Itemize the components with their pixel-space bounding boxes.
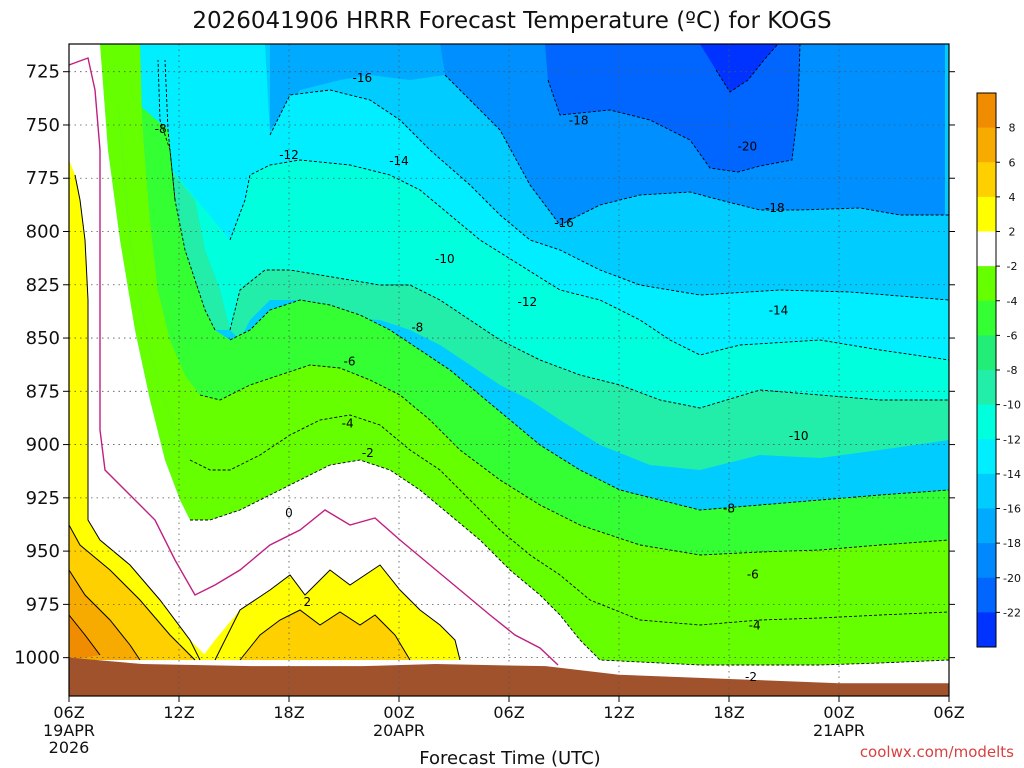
y-tick-label: 775	[26, 168, 60, 189]
contour-label: -20	[738, 139, 758, 153]
colorbar-swatch	[977, 508, 996, 544]
contour-label: -18	[569, 114, 589, 128]
x-tick-sublabel: 20APR	[373, 721, 425, 740]
colorbar-swatch	[977, 93, 996, 129]
y-tick-label: 925	[26, 488, 60, 509]
credit-link[interactable]: coolwx.com/modelts	[860, 743, 1014, 761]
colorbar-label: 2	[1009, 226, 1016, 239]
y-tick-label: 975	[26, 594, 60, 615]
contour-labels: -16-18-20-18-8-12 -14-16-10-12-14-8-6-10-…	[155, 71, 809, 684]
y-tick-label: 725	[26, 62, 60, 83]
colorbar-swatch	[977, 196, 996, 232]
x-tick-label: 18Z	[713, 703, 744, 722]
x-tick-label: 18Z	[273, 703, 304, 722]
colorbar-label: -8	[1007, 364, 1018, 377]
colorbar-label: 8	[1009, 122, 1016, 135]
y-tick-label: 900	[26, 435, 60, 456]
contour-label: 2	[304, 595, 312, 609]
contour-label: -10	[789, 429, 809, 443]
colorbar-swatch	[977, 612, 996, 648]
colorbar-label: -4	[1007, 295, 1018, 308]
x-tick-label: 06Z	[493, 703, 524, 722]
colorbar-label: -18	[1003, 537, 1021, 550]
contour-label: -16	[554, 216, 574, 230]
x-axis-label: Forecast Time (UTC)	[419, 748, 600, 768]
contour-label: -4	[749, 619, 761, 633]
y-tick-label: 1000	[14, 648, 60, 669]
colorbar-swatch	[977, 404, 996, 440]
contour-label: -14	[389, 154, 409, 168]
y-tick-label: 950	[26, 541, 60, 562]
contour-label: -12	[279, 148, 299, 162]
colorbar-swatch	[977, 577, 996, 613]
colorbar-label: -14	[1003, 468, 1021, 481]
colorbar-swatch	[977, 162, 996, 198]
contour-label: -2	[745, 670, 757, 684]
colorbar-swatch	[977, 266, 996, 302]
contour-label: -10	[435, 252, 455, 266]
colorbar-label: -6	[1007, 329, 1018, 342]
colorbar-swatch	[977, 543, 996, 579]
contour-label: -2	[362, 446, 374, 460]
colorbar-label: -10	[1003, 399, 1021, 412]
colorbar-swatch	[977, 231, 996, 267]
colorbar: 8 6 4 2 -2 -4 -6 -8 -10 -12 -14 -16 -18 -20 -22	[976, 92, 1021, 648]
contour-label: -6	[747, 568, 759, 582]
colorbar-label: 6	[1009, 156, 1016, 169]
warm-contours	[69, 174, 461, 661]
contour-label: -14	[769, 303, 789, 317]
y-tick-label: 825	[26, 275, 60, 296]
x-tick-sublabel: 21APR	[813, 721, 865, 740]
x-tick-label: 12Z	[603, 703, 634, 722]
x-tick-label: 06Z	[53, 703, 84, 722]
contour-label: -6	[344, 354, 356, 368]
contour-label: -18	[765, 201, 785, 215]
colorbar-label: 4	[1009, 191, 1016, 204]
y-tick-label: 850	[26, 328, 60, 349]
x-tick-sublabel: 19APR	[43, 721, 95, 740]
colorbar-label: -20	[1003, 572, 1021, 585]
contour-label: -8	[723, 501, 735, 515]
x-tick-label: 00Z	[383, 703, 414, 722]
colorbar-label: -12	[1003, 433, 1021, 446]
y-axis: 725 750 775 800 825 850 875 900 925 950 975 1000	[14, 62, 955, 669]
colorbar-swatch	[977, 300, 996, 336]
x-tick-label: 12Z	[163, 703, 194, 722]
y-tick-label: 800	[26, 222, 60, 243]
colorbar-swatch	[977, 335, 996, 371]
contour-lines	[157, 44, 949, 666]
colorbar-swatch	[977, 473, 996, 509]
contour-label: -4	[342, 416, 354, 430]
chart-title: 2026041906 HRRR Forecast Temperature (ºC…	[192, 8, 831, 34]
colorbar-label: -2	[1007, 260, 1018, 273]
colorbar-swatch	[977, 127, 996, 163]
contour-label: 0	[285, 506, 293, 520]
temperature-fill	[69, 44, 949, 696]
colorbar-swatch	[977, 439, 996, 475]
contour-label: -12	[518, 295, 538, 309]
y-tick-label: 750	[26, 115, 60, 136]
colorbar-label: -16	[1003, 503, 1021, 516]
x-tick-sublabel: 2026	[49, 738, 90, 757]
x-tick-label: 00Z	[823, 703, 854, 722]
x-tick-label: 06Z	[933, 703, 964, 722]
contour-label: -16	[353, 71, 373, 85]
colorbar-swatch	[977, 370, 996, 406]
contour-label: -8	[155, 122, 167, 136]
freezing-line	[69, 57, 559, 666]
y-tick-label: 875	[26, 381, 60, 402]
colorbar-label: -22	[1003, 606, 1021, 619]
contour-label: -8	[411, 320, 423, 334]
